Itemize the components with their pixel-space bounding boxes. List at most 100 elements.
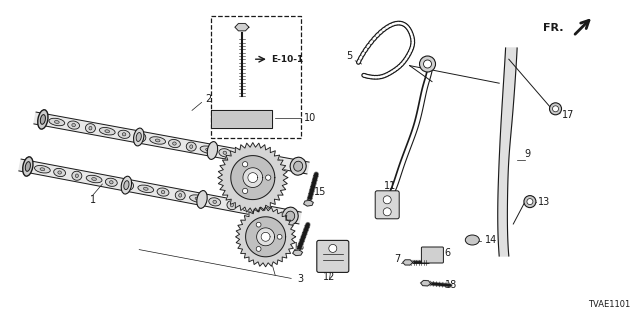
Polygon shape — [19, 159, 301, 224]
Text: 5: 5 — [346, 51, 352, 61]
Ellipse shape — [230, 203, 234, 207]
Ellipse shape — [179, 194, 182, 197]
Text: 4: 4 — [224, 154, 230, 164]
Ellipse shape — [294, 161, 303, 171]
Text: FR.: FR. — [543, 23, 563, 33]
Ellipse shape — [72, 171, 82, 180]
Ellipse shape — [285, 211, 294, 221]
Circle shape — [383, 208, 391, 216]
Ellipse shape — [269, 158, 281, 166]
FancyBboxPatch shape — [375, 191, 399, 219]
Text: 13: 13 — [538, 196, 550, 207]
Ellipse shape — [237, 151, 246, 160]
Polygon shape — [236, 207, 296, 267]
Polygon shape — [261, 232, 270, 241]
Polygon shape — [403, 260, 413, 265]
Ellipse shape — [124, 181, 134, 190]
Ellipse shape — [106, 178, 117, 186]
Polygon shape — [420, 281, 431, 286]
Circle shape — [243, 188, 248, 194]
Polygon shape — [218, 143, 288, 212]
Ellipse shape — [124, 181, 129, 189]
Text: 18: 18 — [445, 280, 457, 291]
Ellipse shape — [205, 148, 211, 151]
Circle shape — [420, 56, 436, 72]
Polygon shape — [248, 173, 258, 182]
Ellipse shape — [189, 145, 193, 148]
Polygon shape — [246, 217, 285, 257]
Ellipse shape — [175, 191, 185, 200]
Ellipse shape — [197, 190, 207, 208]
Ellipse shape — [68, 121, 79, 129]
Polygon shape — [34, 112, 309, 174]
Circle shape — [266, 175, 271, 180]
Ellipse shape — [99, 127, 115, 135]
Text: 10: 10 — [304, 113, 316, 124]
Ellipse shape — [136, 133, 146, 142]
Ellipse shape — [186, 142, 196, 151]
Ellipse shape — [465, 235, 479, 245]
Ellipse shape — [92, 178, 97, 180]
Text: 17: 17 — [562, 110, 574, 120]
Ellipse shape — [72, 124, 76, 127]
Ellipse shape — [140, 136, 142, 139]
Circle shape — [329, 244, 337, 252]
Circle shape — [550, 103, 561, 115]
Text: TVAE1101: TVAE1101 — [588, 300, 630, 309]
Ellipse shape — [138, 185, 154, 193]
Ellipse shape — [260, 208, 273, 216]
Ellipse shape — [240, 154, 243, 158]
Text: 8: 8 — [376, 191, 383, 201]
Ellipse shape — [213, 200, 216, 204]
Ellipse shape — [290, 157, 306, 175]
Polygon shape — [292, 250, 303, 256]
Ellipse shape — [223, 151, 227, 154]
Circle shape — [524, 196, 536, 208]
Polygon shape — [243, 168, 262, 188]
Ellipse shape — [136, 132, 141, 141]
Ellipse shape — [209, 198, 221, 206]
Ellipse shape — [134, 128, 144, 146]
Ellipse shape — [118, 130, 130, 138]
Text: 15: 15 — [314, 187, 326, 197]
Text: 1: 1 — [90, 195, 96, 205]
Ellipse shape — [207, 142, 218, 159]
Ellipse shape — [195, 197, 200, 200]
Text: 7: 7 — [394, 254, 400, 264]
Ellipse shape — [227, 201, 237, 210]
Text: 14: 14 — [485, 235, 497, 245]
Ellipse shape — [127, 184, 130, 187]
Ellipse shape — [40, 115, 45, 124]
FancyBboxPatch shape — [421, 247, 444, 263]
Polygon shape — [211, 110, 272, 128]
Ellipse shape — [58, 171, 61, 174]
Ellipse shape — [121, 176, 132, 194]
Polygon shape — [498, 48, 517, 256]
Ellipse shape — [241, 204, 257, 212]
Ellipse shape — [26, 162, 31, 171]
Ellipse shape — [161, 190, 165, 194]
Ellipse shape — [86, 175, 102, 183]
Circle shape — [277, 235, 282, 239]
Circle shape — [256, 246, 261, 251]
Ellipse shape — [86, 124, 95, 133]
Polygon shape — [231, 156, 275, 200]
Text: 12: 12 — [323, 272, 335, 282]
Ellipse shape — [109, 181, 113, 184]
Ellipse shape — [173, 142, 176, 145]
Circle shape — [243, 162, 248, 167]
Ellipse shape — [219, 149, 231, 157]
Ellipse shape — [157, 188, 169, 196]
Ellipse shape — [189, 195, 205, 202]
Ellipse shape — [40, 168, 45, 171]
Text: 6: 6 — [445, 248, 451, 258]
Text: 15: 15 — [293, 242, 305, 252]
Text: 2: 2 — [205, 94, 211, 104]
Ellipse shape — [250, 155, 266, 163]
Ellipse shape — [89, 126, 92, 130]
FancyBboxPatch shape — [317, 240, 349, 272]
Circle shape — [256, 222, 261, 227]
Ellipse shape — [122, 133, 126, 136]
Text: 3: 3 — [298, 274, 304, 284]
Ellipse shape — [150, 137, 166, 144]
